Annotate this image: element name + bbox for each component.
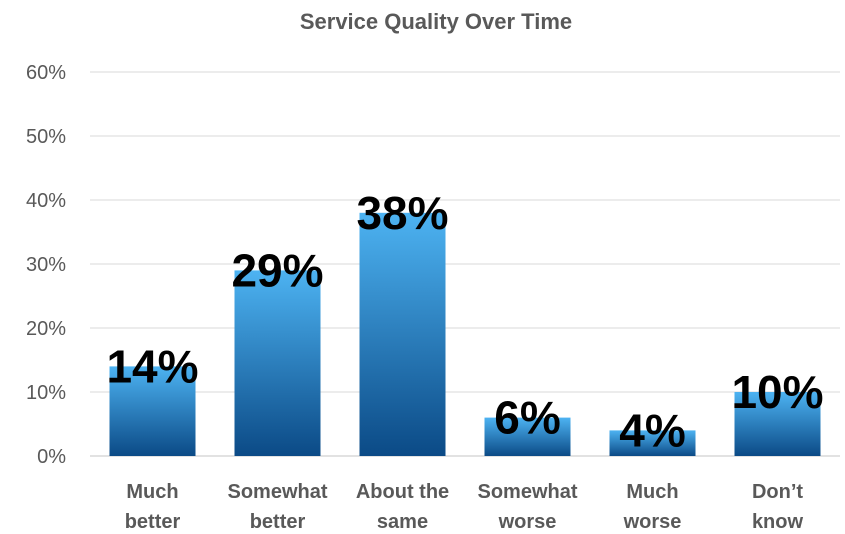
x-tick-label: Much better <box>125 481 181 533</box>
data-label: 6% <box>494 392 560 444</box>
bar <box>234 270 321 456</box>
data-label: 14% <box>106 340 198 392</box>
y-axis-ticks: 0% 10% 20% 30% 40% 50% 60% <box>26 62 66 468</box>
y-tick-label: 60% <box>26 62 66 84</box>
y-tick-label: 50% <box>26 126 66 148</box>
data-label: 4% <box>619 404 685 456</box>
gridlines <box>90 71 840 457</box>
bar <box>109 366 196 456</box>
bars <box>109 212 821 456</box>
data-label: 29% <box>231 244 323 296</box>
bar <box>484 417 571 456</box>
y-tick-label: 40% <box>26 190 66 212</box>
y-tick-label: 10% <box>26 382 66 404</box>
x-axis-ticks: Much better Somewhat better About the same Som… <box>125 481 804 533</box>
x-tick-label: Don’t know <box>752 481 804 533</box>
bar <box>734 392 821 456</box>
x-tick-label: Much worse <box>623 481 682 533</box>
y-tick-label: 0% <box>37 446 66 468</box>
x-tick-label: Somewhat worse <box>477 481 577 533</box>
bar <box>359 212 446 456</box>
bar <box>609 430 696 456</box>
data-label: 38% <box>356 187 448 239</box>
y-tick-label: 20% <box>26 318 66 340</box>
chart-title: Service Quality Over Time <box>300 9 572 34</box>
x-tick-label: About the same <box>356 481 449 533</box>
y-tick-label: 30% <box>26 254 66 276</box>
data-labels: 14% 29% 38% 6% 4% 10% <box>106 187 823 457</box>
x-tick-label: Somewhat better <box>227 481 327 533</box>
data-label: 10% <box>731 366 823 418</box>
